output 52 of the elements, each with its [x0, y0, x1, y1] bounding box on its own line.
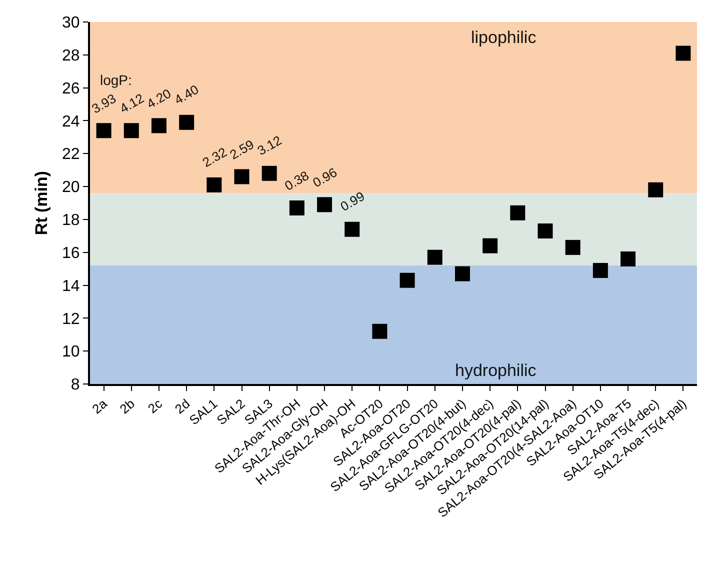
annotation: 3.12 [254, 132, 284, 158]
y-tick-label: 26 [62, 80, 80, 98]
x-tick-label: 2b [116, 396, 138, 417]
annotation: 0.96 [310, 164, 340, 190]
point [124, 123, 139, 138]
y-tick-label: 30 [62, 14, 80, 32]
point [234, 169, 250, 184]
annotation: 4.20 [144, 86, 174, 112]
annotation: 0.99 [338, 188, 368, 214]
y-tick-label: 20 [62, 179, 80, 196]
point [344, 222, 360, 237]
y-tick-label: 12 [62, 310, 80, 328]
point [676, 46, 691, 61]
y-tick-label: 14 [62, 278, 80, 295]
point [648, 182, 664, 198]
point [620, 251, 636, 266]
point [510, 205, 526, 220]
annotation: 2.32 [200, 144, 230, 170]
point [592, 262, 608, 278]
y-tick-label: 10 [62, 344, 80, 361]
point [482, 238, 498, 254]
point [179, 114, 194, 130]
y-axis-title: Rt (min) [32, 170, 52, 236]
y-tick-label: 22 [62, 146, 80, 164]
point [372, 324, 388, 339]
x-tick-label: 2d [172, 396, 193, 417]
point [427, 250, 442, 265]
x-tick-label: 2c [144, 396, 166, 416]
point [538, 223, 553, 238]
y-tick-label: 28 [62, 48, 80, 65]
point [565, 240, 580, 255]
band-label: hydrophilic [455, 361, 537, 380]
point [289, 200, 304, 216]
point [317, 197, 332, 212]
annotation: 0.38 [282, 168, 312, 194]
point [206, 177, 222, 192]
point [151, 118, 166, 134]
x-tick-label: 2a [89, 395, 110, 417]
annotation: logP: [100, 72, 132, 88]
annotation: 4.12 [117, 90, 147, 116]
point [454, 266, 470, 282]
point [96, 123, 112, 138]
annotation: 4.40 [172, 82, 202, 108]
y-tick-label: 24 [62, 113, 80, 130]
y-tick-label: 18 [62, 212, 80, 230]
annotation: 2.59 [227, 136, 257, 162]
annotation: 3.93 [89, 90, 119, 116]
band-label: lipophilic [471, 28, 537, 47]
point [262, 166, 277, 181]
y-tick-label: 16 [62, 244, 80, 262]
y-tick-label: 8 [70, 376, 80, 394]
point [400, 272, 415, 288]
